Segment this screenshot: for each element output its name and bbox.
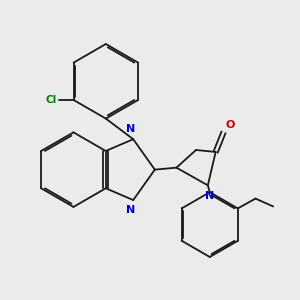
Text: O: O [226,120,235,130]
Text: N: N [126,205,135,215]
Text: Cl: Cl [46,95,57,105]
Text: N: N [205,191,214,201]
Text: N: N [126,124,135,134]
